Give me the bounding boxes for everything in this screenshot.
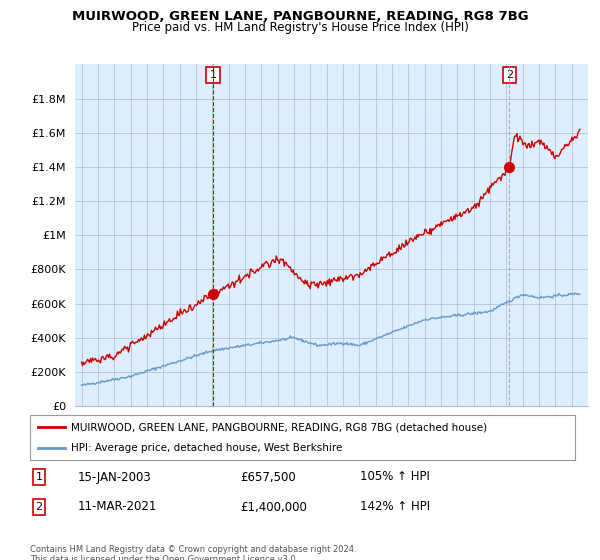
Text: £657,500: £657,500 — [240, 470, 296, 483]
Text: £1,400,000: £1,400,000 — [240, 501, 307, 514]
Text: 1: 1 — [209, 70, 217, 80]
Text: 2: 2 — [506, 70, 513, 80]
Text: MUIRWOOD, GREEN LANE, PANGBOURNE, READING, RG8 7BG: MUIRWOOD, GREEN LANE, PANGBOURNE, READIN… — [71, 10, 529, 23]
Text: 2: 2 — [35, 502, 43, 512]
Text: 105% ↑ HPI: 105% ↑ HPI — [360, 470, 430, 483]
Text: 11-MAR-2021: 11-MAR-2021 — [78, 501, 157, 514]
Text: Contains HM Land Registry data © Crown copyright and database right 2024.
This d: Contains HM Land Registry data © Crown c… — [30, 545, 356, 560]
Text: MUIRWOOD, GREEN LANE, PANGBOURNE, READING, RG8 7BG (detached house): MUIRWOOD, GREEN LANE, PANGBOURNE, READIN… — [71, 422, 487, 432]
Text: 142% ↑ HPI: 142% ↑ HPI — [360, 501, 430, 514]
Text: HPI: Average price, detached house, West Berkshire: HPI: Average price, detached house, West… — [71, 443, 342, 453]
Text: 1: 1 — [35, 472, 43, 482]
Text: 15-JAN-2003: 15-JAN-2003 — [78, 470, 152, 483]
Text: Price paid vs. HM Land Registry's House Price Index (HPI): Price paid vs. HM Land Registry's House … — [131, 21, 469, 34]
